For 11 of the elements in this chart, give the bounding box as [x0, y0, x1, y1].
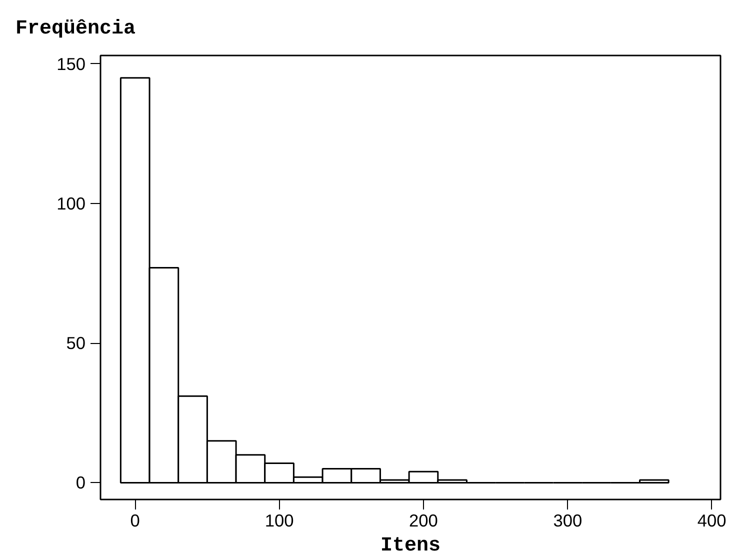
x-axis-title: Itens	[380, 534, 441, 558]
x-tick-label: 100	[264, 510, 294, 530]
x-tick-label: 300	[553, 510, 582, 530]
y-axis-title: Freqüência	[16, 18, 136, 40]
y-tick-label: 100	[56, 194, 86, 214]
x-tick-label: 200	[409, 510, 438, 530]
y-tick-label: 50	[66, 333, 86, 354]
y-tick-label: 150	[56, 54, 86, 74]
x-tick-label: 400	[697, 510, 726, 530]
x-tick-label: 0	[130, 510, 140, 530]
y-tick-label: 0	[76, 472, 86, 493]
